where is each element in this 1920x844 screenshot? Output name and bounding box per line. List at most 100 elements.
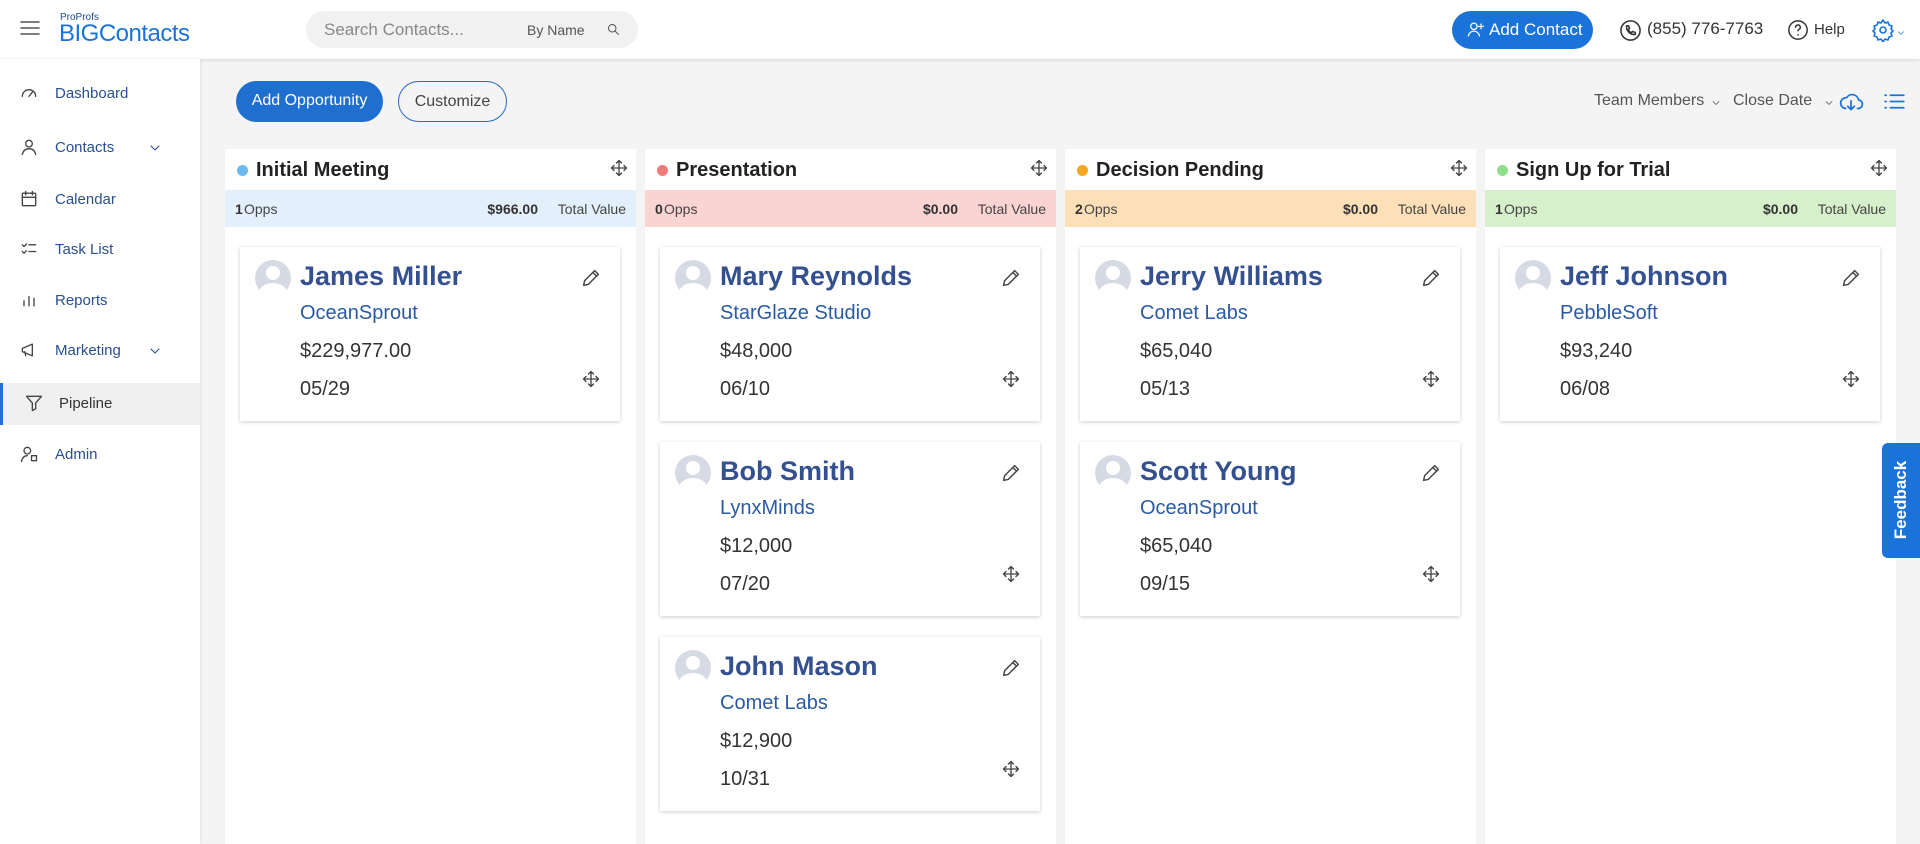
company-name[interactable]: OceanSprout	[300, 302, 418, 324]
nav-expand[interactable]	[147, 140, 163, 156]
total-value: $966.00	[487, 201, 538, 217]
contact-name[interactable]: Jeff Johnson	[1560, 261, 1729, 291]
contact-name[interactable]: James Miller	[300, 261, 463, 291]
list-view-icon[interactable]	[1882, 89, 1907, 114]
add-contact-button[interactable]: Add Contact	[1452, 11, 1593, 49]
company-name[interactable]: LynxMinds	[720, 497, 815, 519]
help-label[interactable]: Help	[1814, 21, 1845, 38]
add-opportunity-label: Add Opportunity	[251, 92, 368, 109]
nav-item[interactable]: Dashboard	[55, 85, 129, 102]
nav-item[interactable]: Calendar	[55, 191, 116, 208]
edit-button[interactable]	[580, 267, 602, 289]
contact-name[interactable]: Jerry Williams	[1140, 261, 1323, 291]
deal-amount: $229,977.00	[300, 340, 412, 362]
help-icon[interactable]	[1787, 19, 1809, 41]
opportunity-card[interactable]: John Mason Comet Labs $12,900 10/31	[660, 637, 1040, 811]
opportunity-card[interactable]: Jeff Johnson PebbleSoft $93,240 06/08	[1500, 247, 1880, 421]
company-name[interactable]: OceanSprout	[1140, 497, 1258, 519]
stage-name: Presentation	[676, 159, 798, 181]
add-opportunity-button[interactable]: Add Opportunity	[236, 81, 383, 122]
nav-item[interactable]: Admin	[55, 446, 98, 463]
deal-amount: $12,900	[720, 730, 793, 752]
contact-name[interactable]: Scott Young	[1140, 456, 1297, 486]
company-name[interactable]: Comet Labs	[720, 692, 828, 714]
avatar-head	[686, 266, 700, 280]
phone-number[interactable]: (855) 776-7763	[1647, 19, 1764, 38]
opps-count: 1	[1495, 201, 1503, 217]
search-mode[interactable]: By Name	[527, 22, 585, 38]
opps-count: 0	[655, 201, 663, 217]
filter-label[interactable]: Team Members	[1594, 92, 1705, 109]
stage-move[interactable]	[1869, 158, 1889, 178]
contact-name[interactable]: Mary Reynolds	[720, 261, 913, 291]
nav-item[interactable]: Contacts	[55, 139, 115, 156]
edit-button[interactable]	[1000, 267, 1022, 289]
card-move[interactable]	[1001, 564, 1021, 584]
menu-button[interactable]	[18, 16, 42, 40]
opps-count: 2	[1075, 201, 1083, 217]
company-name[interactable]: StarGlaze Studio	[720, 302, 872, 324]
deal-amount: $48,000	[720, 340, 793, 362]
search-icon[interactable]	[606, 22, 621, 37]
settings-icon[interactable]	[1871, 18, 1895, 43]
nav-expand[interactable]	[147, 343, 163, 359]
close-date: 05/13	[1140, 378, 1191, 400]
opportunity-card[interactable]: James Miller OceanSprout $229,977.00 05/29	[240, 247, 620, 421]
opportunity-card[interactable]: Scott Young OceanSprout $65,040 09/15	[1080, 442, 1460, 616]
filter-label[interactable]: Close Date	[1733, 92, 1813, 109]
total-value: $0.00	[922, 201, 958, 217]
filter-caret[interactable]	[1710, 96, 1722, 108]
stage-move[interactable]	[1449, 158, 1469, 178]
stage-name: Initial Meeting	[256, 159, 390, 181]
stage-summary: 2 Opps Total Value $0.00	[1065, 190, 1476, 227]
export-icon[interactable]	[1838, 89, 1864, 115]
company-name[interactable]: PebbleSoft	[1560, 302, 1658, 324]
card-move[interactable]	[1001, 759, 1021, 779]
avatar	[1095, 455, 1131, 491]
edit-button[interactable]	[1420, 462, 1442, 484]
stage-move[interactable]	[1029, 158, 1049, 178]
nav-item[interactable]: Pipeline	[59, 395, 113, 412]
avatar-body	[1519, 283, 1547, 296]
opportunity-card[interactable]: Bob Smith LynxMinds $12,000 07/20	[660, 442, 1040, 616]
avatar-body	[679, 478, 707, 491]
customize-button[interactable]: Customize	[398, 81, 507, 122]
stage-dot	[237, 165, 248, 176]
nav-icon	[24, 393, 44, 413]
edit-button[interactable]	[1840, 267, 1862, 289]
contact-name[interactable]: John Mason	[720, 651, 878, 681]
nav-icon	[19, 444, 39, 464]
card-move[interactable]	[1841, 369, 1861, 389]
nav-icon	[19, 83, 39, 103]
close-date: 09/15	[1140, 573, 1191, 595]
opportunity-card[interactable]: Jerry Williams Comet Labs $65,040 05/13	[1080, 247, 1460, 421]
search-box[interactable]: Search Contacts... By Name	[306, 11, 638, 48]
card-move[interactable]	[1421, 369, 1441, 389]
edit-button[interactable]	[1000, 462, 1022, 484]
stage-summary: 0 Opps Total Value $0.00	[645, 190, 1056, 227]
edit-button[interactable]	[1420, 267, 1442, 289]
nav-icon	[19, 239, 39, 259]
nav-item[interactable]: Marketing	[55, 342, 121, 359]
settings-caret[interactable]	[1896, 25, 1906, 35]
pipeline-column: Decision Pending 2 Opps Total Value $0.00 Jer…	[1065, 149, 1476, 844]
contact-name[interactable]: Bob Smith	[720, 456, 855, 486]
filter-caret[interactable]	[1823, 96, 1835, 108]
edit-button[interactable]	[1000, 657, 1022, 679]
phone-icon	[1619, 19, 1642, 42]
nav-item[interactable]: Task List	[55, 241, 114, 258]
card-move[interactable]	[1421, 564, 1441, 584]
avatar-head	[1106, 266, 1120, 280]
stage-dot	[1077, 165, 1088, 176]
stage-move[interactable]	[609, 158, 629, 178]
nav-item[interactable]: Reports	[55, 292, 108, 309]
opportunity-card[interactable]: Mary Reynolds StarGlaze Studio $48,000 06/1…	[660, 247, 1040, 421]
feedback-tab[interactable]: Feedback	[1882, 443, 1920, 558]
stage-summary: 1 Opps Total Value $966.00	[225, 190, 636, 227]
card-move[interactable]	[1001, 369, 1021, 389]
company-name[interactable]: Comet Labs	[1140, 302, 1248, 324]
total-label: Total Value	[977, 201, 1046, 217]
card-move[interactable]	[581, 369, 601, 389]
nav-active-bg	[0, 383, 200, 425]
